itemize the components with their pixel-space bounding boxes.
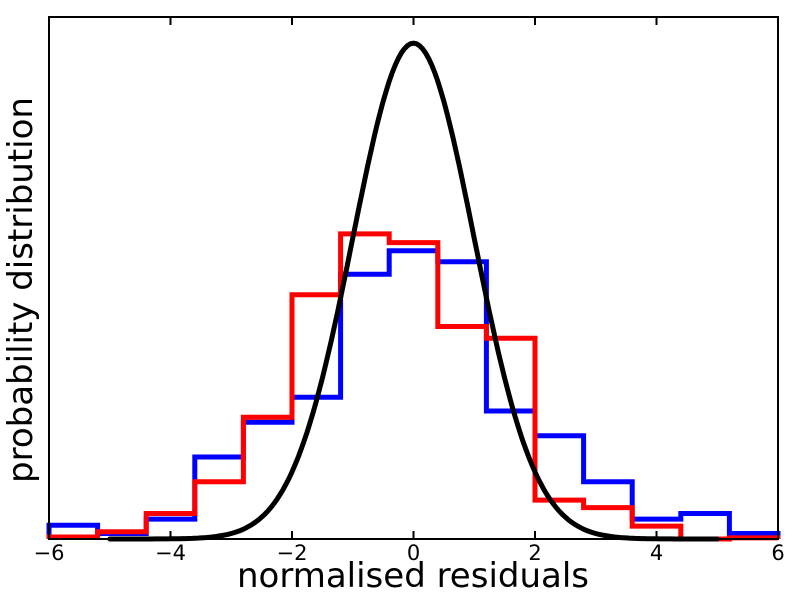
plot-border	[48, 16, 779, 540]
x-tick-label: 6	[771, 541, 785, 565]
x-tick-label: −6	[33, 541, 65, 565]
gaussian-curve-line	[107, 40, 720, 542]
x-tick-label: 0	[406, 541, 421, 565]
x-tick-label: −4	[155, 541, 186, 565]
red-histogram-line	[46, 231, 781, 542]
y-axis-label: probability distribution	[1, 97, 41, 483]
x-axis-label: normalised residuals	[236, 556, 590, 596]
x-tick-label: 4	[649, 541, 664, 565]
blue-histogram-line	[46, 248, 781, 539]
x-tick-label: 2	[528, 541, 542, 565]
x-tick-label: −2	[276, 541, 308, 565]
